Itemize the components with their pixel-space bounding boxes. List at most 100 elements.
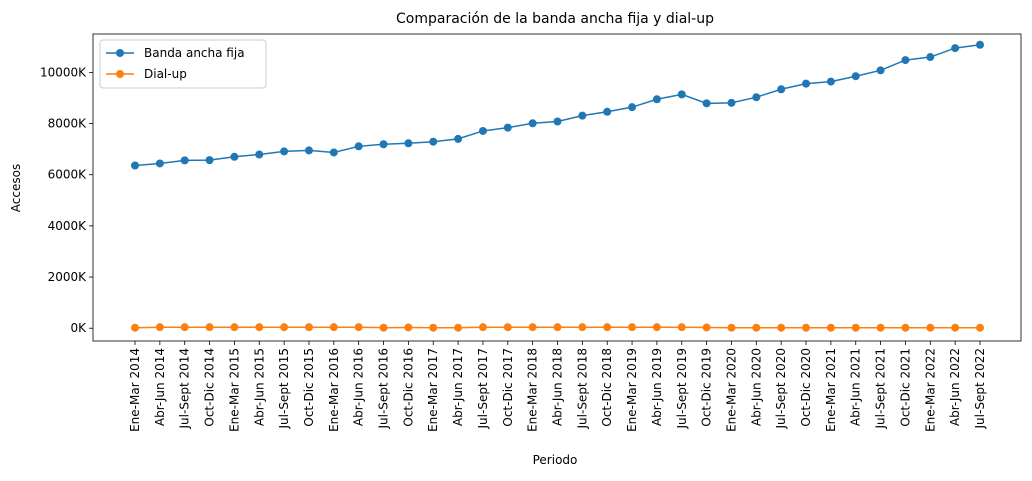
banda-ancha-fija-point <box>578 111 587 120</box>
banda-ancha-fija-point <box>777 85 786 94</box>
x-tick-label: Jul-Sept 2021 <box>874 348 888 429</box>
dial-up-point <box>652 323 661 332</box>
dial-up-point <box>553 323 562 332</box>
dial-up-point <box>876 323 885 332</box>
banda-ancha-fija-point <box>951 44 960 53</box>
dial-up-point <box>155 323 164 332</box>
dial-up-point <box>951 323 960 332</box>
banda-ancha-fija-point <box>926 53 935 62</box>
dial-up-point <box>802 323 811 332</box>
banda-ancha-fija-point <box>429 137 438 146</box>
banda-ancha-fija-point <box>329 148 338 157</box>
banda-ancha-fija-point <box>603 107 612 116</box>
banda-ancha-fija-point <box>155 159 164 168</box>
x-tick-label: Oct-Dic 2019 <box>700 348 714 427</box>
x-tick-label: Jul-Sept 2014 <box>178 348 192 429</box>
x-tick-label: Ene-Mar 2015 <box>227 348 241 432</box>
dial-up-point <box>851 323 860 332</box>
legend-marker-dial-up <box>116 70 124 78</box>
y-tick-label: 10000K <box>40 65 87 79</box>
y-tick-label: 6000K <box>48 168 88 182</box>
dial-up-point <box>454 323 463 332</box>
legend-label-dial-up: Dial-up <box>144 67 187 81</box>
legend-frame <box>99 39 267 89</box>
banda-ancha-fija-point <box>280 147 289 156</box>
banda-ancha-fija-point <box>404 139 413 148</box>
x-tick-label: Oct-Dic 2020 <box>799 348 813 427</box>
dial-up-point <box>926 323 935 332</box>
x-tick-label: Jul-Sept 2017 <box>476 348 490 429</box>
dial-up-point <box>329 323 338 332</box>
x-tick-label: Abr-Jun 2016 <box>352 348 366 426</box>
dial-up-point <box>379 323 388 332</box>
banda-ancha-fija-point <box>304 146 313 155</box>
dial-up-point <box>603 323 612 332</box>
dial-up-point <box>901 323 910 332</box>
dial-up-point <box>205 323 214 332</box>
x-tick-label: Ene-Mar 2014 <box>128 348 142 432</box>
y-tick-label: 2000K <box>48 270 88 284</box>
dial-up-point <box>304 323 313 332</box>
x-tick-label: Abr-Jun 2014 <box>153 348 167 426</box>
x-tick-label: Jul-Sept 2016 <box>377 348 391 429</box>
x-tick-label: Ene-Mar 2020 <box>724 348 738 432</box>
dial-up-point <box>578 323 587 332</box>
x-tick-label: Abr-Jun 2020 <box>749 348 763 426</box>
banda-ancha-fija-point <box>255 150 264 159</box>
banda-ancha-fija-point <box>876 66 885 75</box>
x-tick-label: Oct-Dic 2014 <box>203 348 217 427</box>
x-tick-label: Ene-Mar 2016 <box>327 348 341 432</box>
x-tick-label: Abr-Jun 2021 <box>849 348 863 426</box>
dial-up-point <box>702 323 711 332</box>
banda-ancha-fija-point <box>727 98 736 107</box>
dial-up-point <box>777 323 786 332</box>
x-tick-label: Abr-Jun 2017 <box>451 348 465 426</box>
y-tick-label: 4000K <box>48 219 88 233</box>
dial-up-point <box>826 323 835 332</box>
x-tick-label: Ene-Mar 2018 <box>526 348 540 432</box>
banda-ancha-fija-point <box>503 123 512 132</box>
dial-up-point <box>976 323 984 332</box>
banda-ancha-fija-point <box>180 156 189 165</box>
banda-ancha-fija-point <box>628 103 637 112</box>
y-tick-label: 8000K <box>48 117 88 131</box>
x-tick-label: Abr-Jun 2015 <box>252 348 266 426</box>
banda-ancha-fija-point <box>677 90 686 99</box>
dial-up-point <box>404 323 413 332</box>
dial-up-point <box>503 323 512 332</box>
x-tick-label: Oct-Dic 2015 <box>302 348 316 427</box>
banda-ancha-fija-point <box>826 77 835 86</box>
banda-ancha-fija-point <box>131 161 139 170</box>
y-axis-label: Accesos <box>9 164 23 212</box>
banda-ancha-fija-point <box>379 140 388 149</box>
dial-up-point <box>429 323 438 332</box>
x-tick-label: Oct-Dic 2018 <box>600 348 614 427</box>
x-tick-label: Oct-Dic 2017 <box>501 348 515 427</box>
x-tick-label: Oct-Dic 2016 <box>401 348 415 427</box>
banda-ancha-fija-point <box>652 95 661 104</box>
x-tick-label: Ene-Mar 2017 <box>426 348 440 432</box>
dial-up-point <box>180 323 189 332</box>
dial-up-point <box>131 323 139 332</box>
legend: Banda ancha fija Dial-up <box>99 39 267 89</box>
x-tick-label: Ene-Mar 2022 <box>923 348 937 432</box>
dial-up-point <box>478 323 487 332</box>
y-tick-label: 0K <box>70 321 87 335</box>
x-tick-label: Abr-Jun 2019 <box>650 348 664 426</box>
x-tick-label: Jul-Sept 2019 <box>675 348 689 429</box>
banda-ancha-fija-point <box>478 126 487 135</box>
dial-up-point <box>354 323 363 332</box>
x-tick-label: Ene-Mar 2021 <box>824 348 838 432</box>
x-tick-label: Jul-Sept 2022 <box>973 348 987 429</box>
banda-ancha-fija-point <box>851 72 860 81</box>
dial-up-point <box>528 323 537 332</box>
banda-ancha-fija-point <box>205 156 214 165</box>
banda-ancha-fija-point <box>230 152 239 161</box>
dial-up-point <box>628 323 637 332</box>
banda-ancha-fija-point <box>752 93 761 102</box>
x-tick-label: Jul-Sept 2018 <box>575 348 589 429</box>
legend-marker-banda-ancha-fija <box>116 49 124 57</box>
x-tick-label: Abr-Jun 2022 <box>948 348 962 426</box>
chart-title: Comparación de la banda ancha fija y dia… <box>396 11 714 27</box>
